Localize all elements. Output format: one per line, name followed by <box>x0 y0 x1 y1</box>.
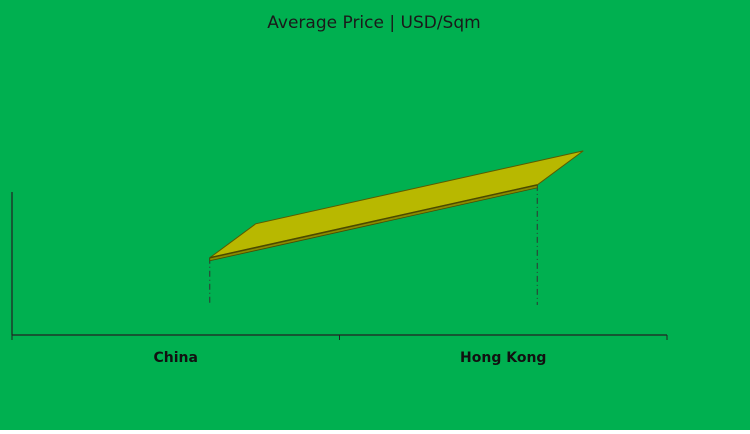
line <box>209 184 538 259</box>
x-tick-label: Hong Kong <box>460 350 546 366</box>
chart-title: Average Price | USD/Sqm <box>267 13 480 33</box>
x-tick-label: China <box>154 350 198 366</box>
